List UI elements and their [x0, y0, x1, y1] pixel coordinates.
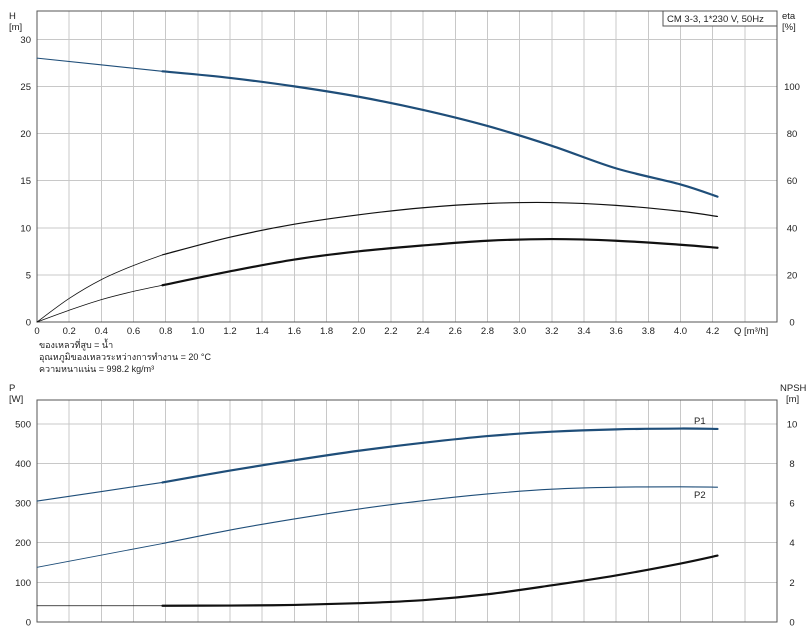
top-xtick: 0.2 — [63, 326, 76, 337]
top-xtick: 1.2 — [223, 326, 236, 337]
top-xtick: 3.2 — [545, 326, 558, 337]
bottom-ytick-right: 10 — [787, 419, 798, 430]
top-grid — [37, 11, 777, 322]
series-label-p1: P1 — [694, 416, 706, 427]
top-xtick: 2.6 — [449, 326, 462, 337]
bottom-series-0 — [36, 481, 164, 502]
bottom-plot-frame — [36, 399, 778, 623]
top-series-3 — [161, 201, 719, 256]
top-series-5 — [161, 237, 719, 287]
top-ytick-right: 40 — [787, 223, 798, 234]
bottom-ytick-left: 500 — [15, 419, 31, 430]
top-ytick-right: 80 — [787, 129, 798, 140]
note-liquid: ของเหลวที่สูบ = น้ำ — [39, 338, 113, 351]
bottom-series-1 — [161, 427, 719, 484]
bottom-ylabel-right-2: [m] — [786, 394, 799, 405]
bottom-ytick-left: 0 — [26, 618, 31, 629]
top-chart: 0 5 10 15 20 25 30 0 20 40 60 80 100 0 0.2 0.4 0.6 0.8 1.0… — [9, 10, 800, 374]
top-series-4 — [36, 284, 163, 323]
top-xtick: 2.0 — [352, 326, 365, 337]
top-xtick: 3.8 — [642, 326, 655, 337]
top-ytick-left: 10 — [20, 223, 31, 234]
bottom-series-5 — [161, 554, 719, 607]
bottom-ylabel-left-2: [W] — [9, 394, 23, 405]
bottom-ytick-right: 6 — [789, 499, 794, 510]
top-ylabel-right-2: [%] — [782, 22, 796, 33]
top-ylabel-right-1: eta — [782, 11, 796, 22]
top-series-2 — [36, 254, 163, 323]
top-xtick: 2.8 — [481, 326, 494, 337]
bottom-ytick-right: 0 — [789, 618, 794, 629]
bottom-ytick-left: 200 — [15, 538, 31, 549]
bottom-ylabel-left-1: P — [9, 383, 15, 394]
top-xtick: 4.0 — [674, 326, 687, 337]
top-series-0 — [36, 57, 164, 72]
top-xtick: 3.6 — [610, 326, 623, 337]
bottom-ytick-left: 400 — [15, 459, 31, 470]
top-ylabel-left-2: [m] — [9, 22, 22, 33]
top-xtick: 2.2 — [384, 326, 397, 337]
top-ytick-left: 20 — [20, 129, 31, 140]
top-series — [36, 57, 719, 323]
top-xtick: 1.0 — [191, 326, 204, 337]
top-xtick: 0 — [34, 326, 39, 337]
top-xtick: 1.6 — [288, 326, 301, 337]
top-ticks: 0 5 10 15 20 25 30 0 20 40 60 80 100 0 0.2 0.4 0.6 0.8 1.0… — [20, 35, 800, 337]
top-xtick: 3.4 — [577, 326, 590, 337]
bottom-ytick-left: 300 — [15, 499, 31, 510]
bottom-ylabel-right-1: NPSH — [780, 383, 807, 394]
top-ytick-right: 100 — [784, 82, 800, 93]
bottom-series-2 — [36, 543, 163, 568]
chart-title-box — [662, 10, 778, 27]
top-ytick-left: 25 — [20, 82, 31, 93]
top-ytick-left: 5 — [26, 270, 31, 281]
top-xtick: 2.4 — [416, 326, 429, 337]
bottom-grid — [37, 400, 777, 622]
top-xtick: 1.8 — [320, 326, 333, 337]
note-temperature: อุณหภูมิของเหลวระหว่างการทำงาน = 20 °C — [39, 352, 211, 363]
bottom-series-3 — [161, 486, 719, 545]
top-xtick: 0.8 — [159, 326, 172, 337]
series-label-p2: P2 — [694, 490, 706, 501]
bottom-ytick-right: 8 — [789, 459, 794, 470]
bottom-ytick-left: 100 — [15, 578, 31, 589]
note-density: ความหนาแน่น = 998.2 kg/m³ — [39, 364, 154, 374]
top-xtick: 1.4 — [256, 326, 269, 337]
top-series-1 — [161, 70, 719, 198]
top-xtick: 0.6 — [127, 326, 140, 337]
bottom-series — [36, 427, 719, 607]
top-ytick-right: 20 — [787, 270, 798, 281]
chart-title: CM 3-3, 1*230 V, 50Hz — [667, 14, 764, 25]
top-xtick: 4.2 — [706, 326, 719, 337]
top-ytick-left: 15 — [20, 176, 31, 187]
bottom-ytick-right: 4 — [789, 538, 794, 549]
top-xtick: 3.0 — [513, 326, 526, 337]
top-ytick-right: 0 — [789, 318, 794, 329]
top-ytick-left: 30 — [20, 35, 31, 46]
top-ylabel-left-1: H — [9, 11, 16, 22]
bottom-chart: 0 100 200 300 400 500 0 2 4 6 8 10 P [W] NPSH [m] P… — [9, 383, 807, 629]
bottom-ticks: 0 100 200 300 400 500 0 2 4 6 8 10 — [15, 419, 797, 628]
top-xtick: 0.4 — [95, 326, 108, 337]
top-xlabel: Q [m³/h] — [734, 326, 768, 337]
top-ytick-left: 0 — [26, 318, 31, 329]
top-plot-frame — [36, 10, 778, 323]
top-ytick-right: 60 — [787, 176, 798, 187]
bottom-ytick-right: 2 — [789, 578, 794, 589]
